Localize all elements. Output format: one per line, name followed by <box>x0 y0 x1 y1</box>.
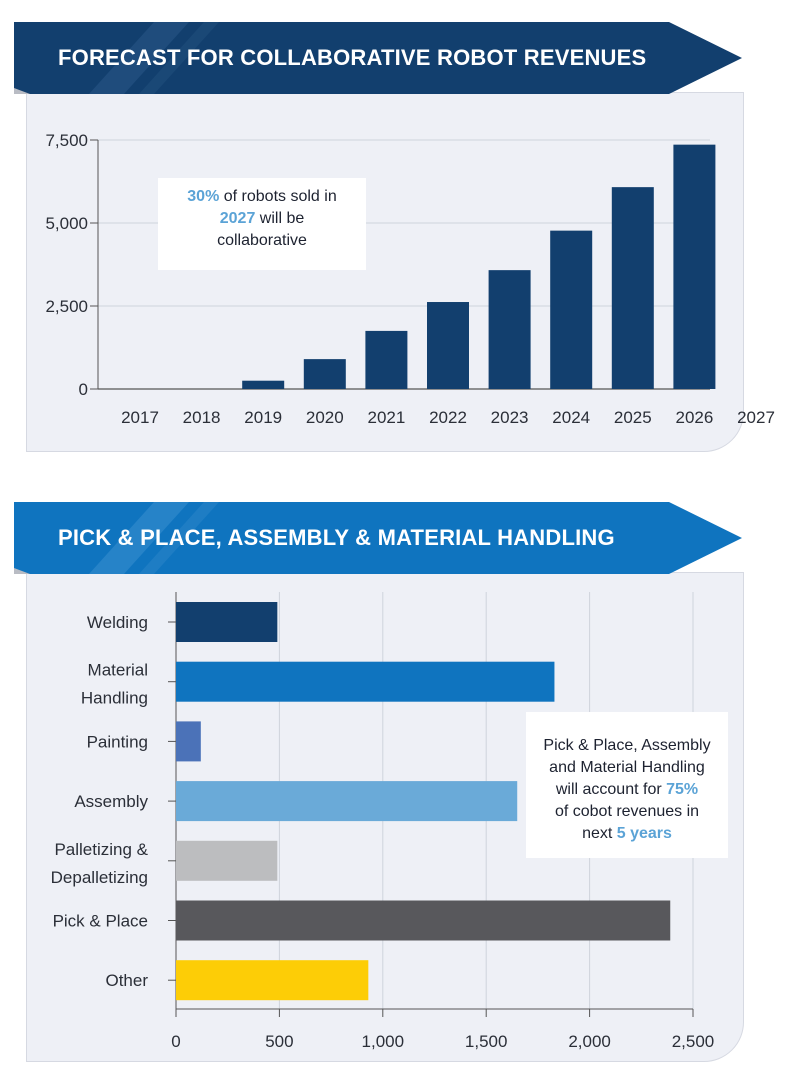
chart2-bar <box>176 661 555 702</box>
chart1-ytick-label: 7,500 <box>45 131 88 150</box>
chart2-category-label: Other <box>105 971 148 990</box>
chart2-xtick-label: 2,000 <box>568 1032 611 1051</box>
chart1-title: FORECAST FOR COLLABORATIVE ROBOT REVENUE… <box>58 45 647 70</box>
chart2-bar <box>176 900 671 941</box>
chart1-bar <box>550 230 593 389</box>
callout1-text1: of robots sold in <box>219 188 337 205</box>
chart1-xtick-label: 2026 <box>675 408 713 427</box>
chart1-callout: 30% of robots sold in 2027 will be colla… <box>158 178 366 270</box>
chart1-bar <box>611 187 654 389</box>
chart2-xtick-label: 2,500 <box>672 1032 715 1051</box>
chart1-bar <box>673 144 716 389</box>
chart2-category-label: Assembly <box>74 792 148 811</box>
chart1-bar <box>303 359 346 389</box>
chart1-xtick-label: 2021 <box>367 408 405 427</box>
chart2-category-label: Palletizing & <box>54 840 148 859</box>
callout2-line4: of cobot revenues in <box>554 803 700 820</box>
chart2-bar <box>176 781 518 822</box>
chart2-category-label: Painting <box>87 732 148 751</box>
chart1-xtick-label: 2023 <box>491 408 529 427</box>
chart2-banner-arrow <box>14 502 742 574</box>
chart1-xtick-label: 2024 <box>552 408 590 427</box>
chart1-bar <box>242 380 285 389</box>
callout2-years: 5 years <box>616 825 672 842</box>
chart2-category-label: Pick & Place <box>53 912 148 931</box>
chart1-ytick-label: 2,500 <box>45 297 88 316</box>
chart2-category-label: Welding <box>87 613 148 632</box>
chart2-bar <box>176 960 369 1001</box>
callout1-text3: collaborative <box>217 232 307 249</box>
chart1-banner: FORECAST FOR COLLABORATIVE ROBOT REVENUE… <box>14 22 744 94</box>
callout2-line3: will account for <box>555 781 667 798</box>
chart1-ytick-label: 5,000 <box>45 214 88 233</box>
chart1-xtick-label: 2017 <box>121 408 159 427</box>
chart1-xtick-label: 2020 <box>306 408 344 427</box>
chart2-bar <box>176 840 278 881</box>
chart1-xtick-label: 2022 <box>429 408 467 427</box>
chart2-xtick-label: 0 <box>171 1032 180 1051</box>
chart1-bar <box>365 330 408 389</box>
chart2-banner: PICK & PLACE, ASSEMBLY & MATERIAL HANDLI… <box>14 502 744 574</box>
chart2-xtick-label: 1,500 <box>465 1032 508 1051</box>
chart2-category-label: Handling <box>81 689 148 708</box>
chart1-ytick-label: 0 <box>79 380 88 399</box>
chart1-xtick-label: 2019 <box>244 408 282 427</box>
callout2-line5: next <box>582 825 617 842</box>
chart1-xtick-label: 2027 <box>737 408 775 427</box>
chart2-title: PICK & PLACE, ASSEMBLY & MATERIAL HANDLI… <box>58 525 615 550</box>
chart2-callout: Pick & Place, Assembly and Material Hand… <box>526 712 728 858</box>
callout2-line1: Pick & Place, Assembly <box>543 737 711 754</box>
chart1-banner-arrow <box>14 22 742 94</box>
callout1-text2: will be <box>255 210 305 227</box>
chart2-category-label: Material <box>88 661 148 680</box>
chart2-category-label: Depalletizing <box>51 868 148 887</box>
callout2-pct: 75% <box>666 781 699 798</box>
callout2-line2: and Material Handling <box>549 759 705 776</box>
chart1-xtick-label: 2018 <box>183 408 221 427</box>
chart1-xtick-label: 2025 <box>614 408 652 427</box>
chart2-bar <box>176 602 278 642</box>
callout1-year: 2027 <box>219 210 256 227</box>
callout1-pct: 30% <box>187 188 220 205</box>
chart2-bar <box>176 721 201 762</box>
chart1-bar <box>488 270 531 389</box>
chart1-bar <box>427 302 469 389</box>
chart2-xtick-label: 1,000 <box>362 1032 405 1051</box>
chart2-xtick-label: 500 <box>265 1032 293 1051</box>
